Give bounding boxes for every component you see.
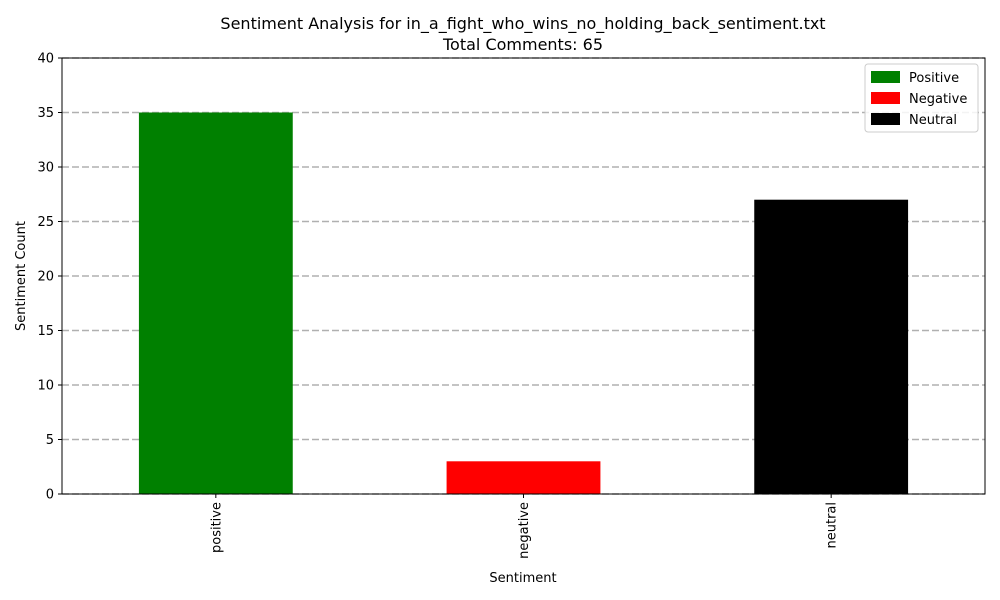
legend-label: Negative — [909, 92, 967, 107]
y-tick-label: 30 — [37, 161, 54, 176]
bar-positive — [138, 112, 293, 494]
x-axis-label: Sentiment — [489, 571, 556, 586]
y-tick-label: 10 — [37, 379, 54, 394]
bar-neutral — [754, 199, 909, 494]
legend-swatch — [871, 92, 900, 104]
y-tick-label: 40 — [37, 52, 54, 67]
x-tick-label: positive — [209, 502, 224, 553]
legend-label: Positive — [909, 71, 959, 86]
y-axis-ticks: 0 5 10 15 20 25 30 35 40 — [37, 52, 62, 503]
y-tick-label: 20 — [37, 270, 54, 285]
y-tick-label: 0 — [46, 488, 54, 503]
y-tick-label: 25 — [37, 215, 54, 230]
chart-subtitle: Total Comments: 65 — [442, 35, 603, 54]
bar-negative — [446, 461, 601, 494]
chart-title: Sentiment Analysis for in_a_fight_who_wi… — [220, 14, 825, 34]
x-axis-ticks: positive negative neutral — [209, 494, 840, 559]
legend-label: Neutral — [909, 113, 957, 128]
legend: Positive Negative Neutral — [864, 63, 979, 133]
y-axis-label: Sentiment Count — [14, 221, 29, 331]
x-tick-label: negative — [517, 502, 532, 559]
legend-swatch — [871, 113, 900, 125]
y-tick-label: 15 — [37, 324, 54, 339]
y-tick-label: 5 — [46, 433, 54, 448]
legend-swatch — [871, 71, 900, 83]
bars — [138, 112, 909, 494]
y-tick-label: 35 — [37, 106, 54, 121]
x-tick-label: neutral — [825, 502, 840, 549]
